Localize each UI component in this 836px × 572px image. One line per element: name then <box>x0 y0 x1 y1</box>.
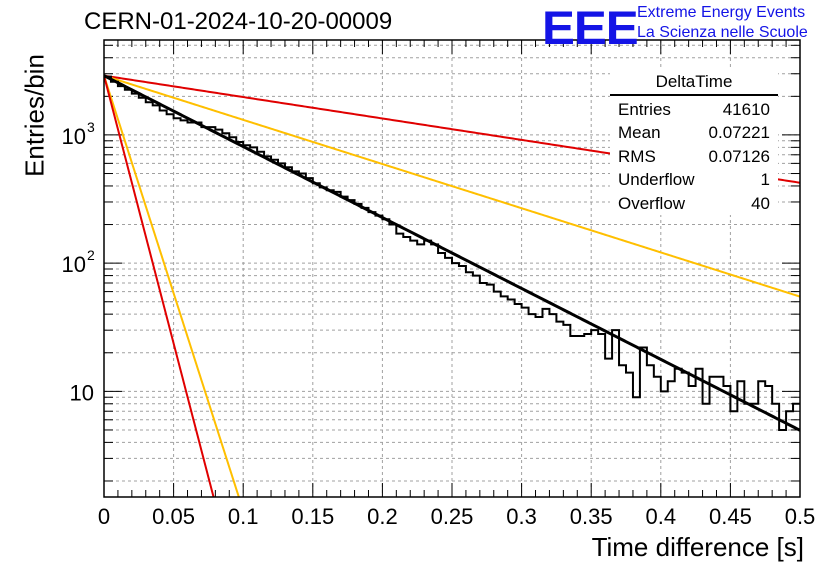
x-tick-label: 0.3 <box>506 504 537 529</box>
stats-row-underflow: Underflow 1 <box>610 168 778 192</box>
stats-label: Overflow <box>618 193 686 213</box>
stats-label: RMS <box>618 146 656 166</box>
stats-value: 0.07221 <box>708 123 770 142</box>
x-tick-label: 0.15 <box>291 504 334 529</box>
stats-label: Entries <box>618 99 671 119</box>
exponential-fit-line <box>104 74 800 432</box>
x-axis-label: Time difference [s] <box>591 532 804 562</box>
x-tick-label: 0.5 <box>785 504 816 529</box>
stats-label: Underflow <box>618 170 695 189</box>
x-tick-label: 0.1 <box>228 504 259 529</box>
x-tick-label: 0.05 <box>152 504 195 529</box>
stats-box: DeltaTime Entries 41610 Mean 0.07221 RMS 0.07… <box>610 70 778 215</box>
exp-curve-red-3 <box>104 75 215 497</box>
x-tick-label: 0.2 <box>367 504 398 529</box>
logo-line-1: Extreme Energy Events <box>637 4 806 21</box>
eee-logo: EEE <box>542 1 639 54</box>
stats-value: 0.07126 <box>708 146 770 166</box>
y-tick-label: 10 <box>62 124 86 149</box>
stats-rows: Entries 41610 Mean 0.07221 RMS 0.07126 Underfl… <box>610 98 778 216</box>
stats-value: 41610 <box>722 99 770 119</box>
exp-curve-orange-1 <box>104 74 800 298</box>
x-tick-label: 0.25 <box>431 504 474 529</box>
y-tick-label: 10 <box>62 252 86 277</box>
y-axis-label: Entries/bin <box>19 54 50 177</box>
y-tick-label: 10 <box>70 380 94 405</box>
x-tick-label: 0 <box>98 504 110 529</box>
y-tick-exponent: 2 <box>87 247 95 263</box>
stats-row-overflow: Overflow 40 <box>610 192 778 216</box>
stats-value: 1 <box>760 170 770 189</box>
stats-row-mean: Mean 0.07221 <box>610 121 778 145</box>
plot-frame <box>103 39 801 498</box>
stats-label: Mean <box>618 123 661 142</box>
x-tick-label: 0.4 <box>646 504 677 529</box>
stats-title: DeltaTime <box>610 70 778 96</box>
x-tick-label: 0.45 <box>709 504 752 529</box>
stats-value: 40 <box>751 193 770 213</box>
y-tick-exponent: 3 <box>87 119 95 135</box>
stats-row-entries: Entries 41610 <box>610 98 778 122</box>
chart-title: CERN-01-2024-10-20-00009 <box>84 8 393 35</box>
x-tick-label: 0.35 <box>570 504 613 529</box>
stats-row-rms: RMS 0.07126 <box>610 145 778 169</box>
logo-line-2: La Scienza nelle Scuole <box>637 24 808 41</box>
exp-curve-orange-2 <box>104 75 240 497</box>
